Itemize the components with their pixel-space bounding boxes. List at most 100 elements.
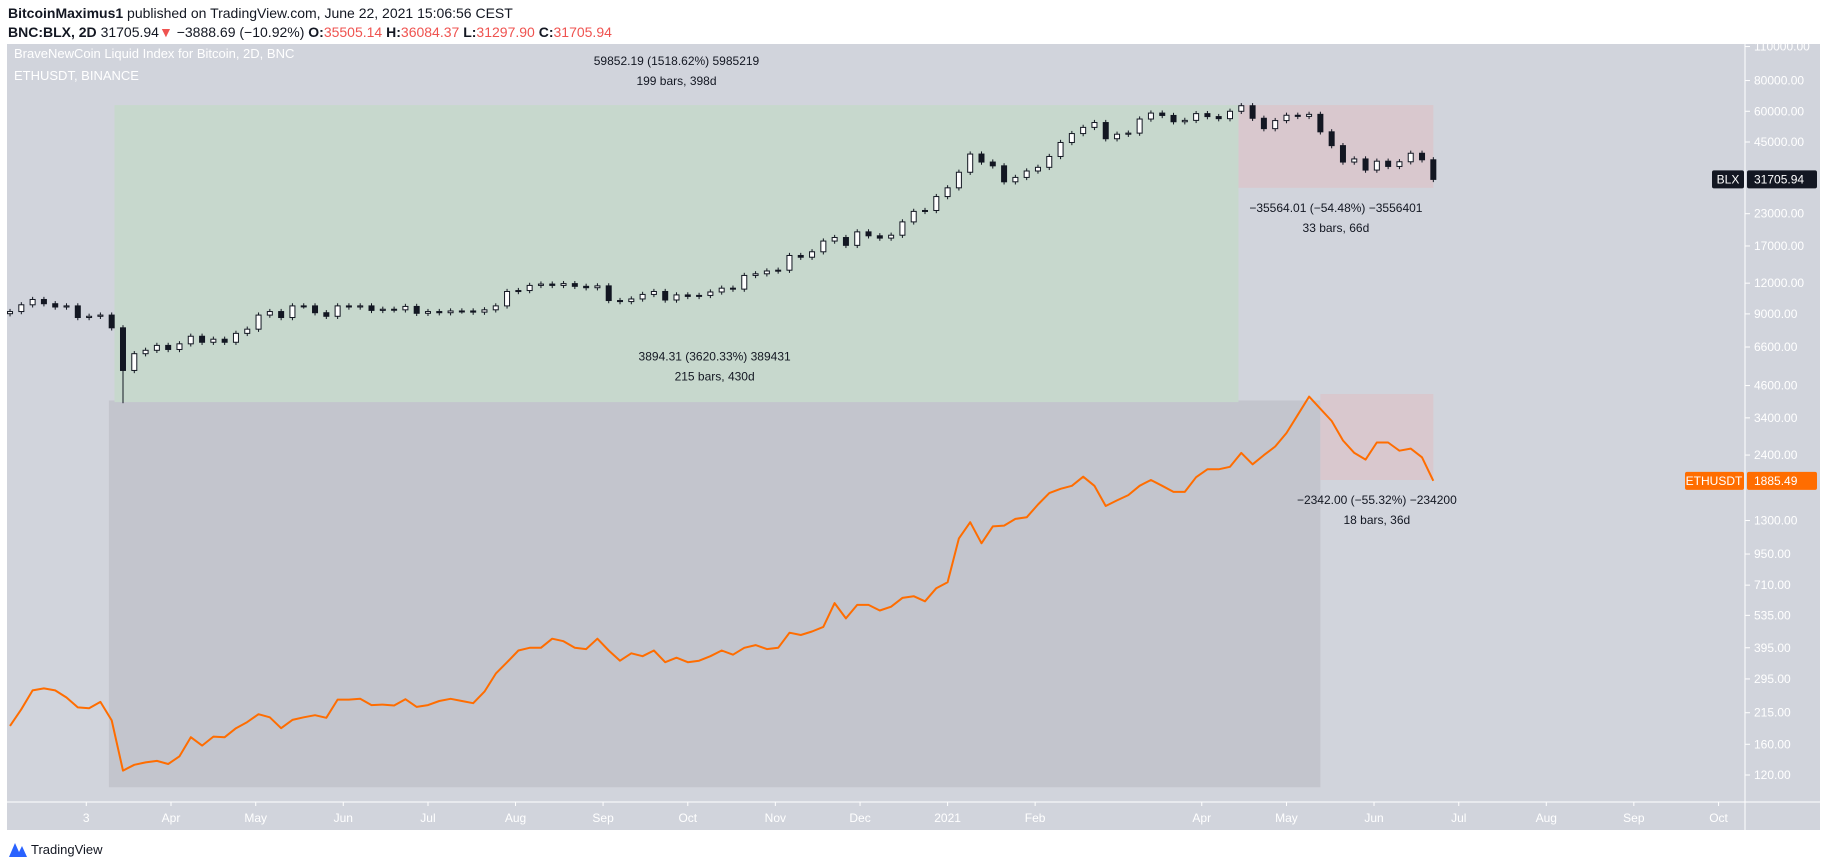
candle[interactable] <box>967 151 974 175</box>
candle[interactable] <box>1057 139 1064 160</box>
candle[interactable] <box>40 296 47 307</box>
candle[interactable] <box>1080 124 1087 137</box>
candle[interactable] <box>831 234 838 244</box>
candle[interactable] <box>1238 103 1245 114</box>
candle[interactable] <box>786 252 793 273</box>
candle[interactable] <box>842 234 849 249</box>
candle[interactable] <box>741 272 748 292</box>
candle[interactable] <box>1114 131 1121 142</box>
candle[interactable] <box>108 312 115 331</box>
measure-box-eth-rally[interactable] <box>108 400 1321 788</box>
candle[interactable] <box>1046 153 1053 171</box>
candle[interactable] <box>1001 163 1008 185</box>
candle[interactable] <box>312 303 319 316</box>
candle[interactable] <box>820 238 827 255</box>
candle[interactable] <box>1170 112 1177 125</box>
candle[interactable] <box>413 303 420 317</box>
candle[interactable] <box>504 288 511 309</box>
candle[interactable] <box>854 229 861 249</box>
candle[interactable] <box>1430 157 1437 183</box>
candle[interactable] <box>876 233 883 241</box>
candle[interactable] <box>1034 164 1041 174</box>
time-axis[interactable]: 3 Apr May Jun Jul Aug Sep Oct Nov Dec 2021 Feb Apr Ma… <box>83 802 1729 825</box>
candle[interactable] <box>549 281 556 289</box>
candle[interactable] <box>899 219 906 238</box>
candle[interactable] <box>119 325 126 404</box>
candle[interactable] <box>1125 130 1132 137</box>
candle[interactable] <box>1147 110 1154 122</box>
candle[interactable] <box>718 285 725 295</box>
candle[interactable] <box>199 333 206 345</box>
candle[interactable] <box>684 292 691 300</box>
tradingview-brand[interactable]: TradingView <box>8 840 103 858</box>
candle[interactable] <box>470 308 477 315</box>
candle[interactable] <box>1215 113 1222 122</box>
candle[interactable] <box>1283 112 1290 124</box>
candle[interactable] <box>933 193 940 214</box>
candle[interactable] <box>605 283 612 304</box>
candle[interactable] <box>775 267 782 274</box>
candle[interactable] <box>1306 111 1313 120</box>
candle[interactable] <box>481 307 488 315</box>
candle[interactable] <box>86 313 93 321</box>
candle[interactable] <box>1419 150 1426 163</box>
candle[interactable] <box>300 303 307 309</box>
candle[interactable] <box>7 308 14 317</box>
candle[interactable] <box>955 169 962 191</box>
candle[interactable] <box>368 303 375 314</box>
candle[interactable] <box>255 312 262 332</box>
candle[interactable] <box>153 342 160 354</box>
candle[interactable] <box>52 301 59 310</box>
candle[interactable] <box>278 308 285 321</box>
candle[interactable] <box>944 185 951 200</box>
candle[interactable] <box>662 288 669 303</box>
candle[interactable] <box>187 333 194 347</box>
candle[interactable] <box>526 282 533 294</box>
candle[interactable] <box>1068 130 1075 146</box>
candle[interactable] <box>97 312 104 319</box>
candle[interactable] <box>345 303 352 310</box>
candle[interactable] <box>639 291 646 302</box>
candle[interactable] <box>673 292 680 303</box>
candle[interactable] <box>447 308 454 316</box>
candle[interactable] <box>1102 119 1109 142</box>
candle[interactable] <box>865 229 872 239</box>
candle[interactable] <box>323 310 330 319</box>
candle[interactable] <box>232 330 239 345</box>
candle[interactable] <box>244 326 251 337</box>
candle[interactable] <box>752 271 759 279</box>
candle[interactable] <box>1362 156 1369 173</box>
measure-box-blx-drop[interactable] <box>1238 105 1434 188</box>
candle[interactable] <box>1339 142 1346 165</box>
candle[interactable] <box>165 342 172 353</box>
candle[interactable] <box>74 303 81 321</box>
candle[interactable] <box>1227 108 1233 122</box>
candle[interactable] <box>142 347 149 357</box>
candle[interactable] <box>63 303 70 310</box>
candle[interactable] <box>210 336 217 345</box>
candle[interactable] <box>1385 158 1392 170</box>
candle[interactable] <box>131 351 138 374</box>
candle[interactable] <box>594 283 601 291</box>
candle[interactable] <box>436 308 443 316</box>
candle[interactable] <box>628 296 635 305</box>
candle[interactable] <box>1012 174 1019 185</box>
price-axis[interactable]: 110000.00 80000.00 60000.00 45000.00 23000.0… <box>1745 40 1810 782</box>
author-name[interactable]: BitcoinMaximus1 <box>8 5 124 21</box>
candle[interactable] <box>978 151 985 165</box>
candle[interactable] <box>492 303 499 313</box>
candle[interactable] <box>763 268 770 277</box>
candle[interactable] <box>289 303 296 321</box>
candle[interactable] <box>391 306 398 313</box>
candle[interactable] <box>1351 156 1358 165</box>
candle[interactable] <box>402 303 409 313</box>
candle[interactable] <box>266 308 273 318</box>
candle[interactable] <box>1260 115 1267 132</box>
candle[interactable] <box>357 303 364 310</box>
candle[interactable] <box>1159 110 1166 119</box>
candle[interactable] <box>1328 129 1335 149</box>
candle[interactable] <box>922 207 929 215</box>
candle[interactable] <box>1193 110 1200 124</box>
candle[interactable] <box>1407 150 1414 165</box>
